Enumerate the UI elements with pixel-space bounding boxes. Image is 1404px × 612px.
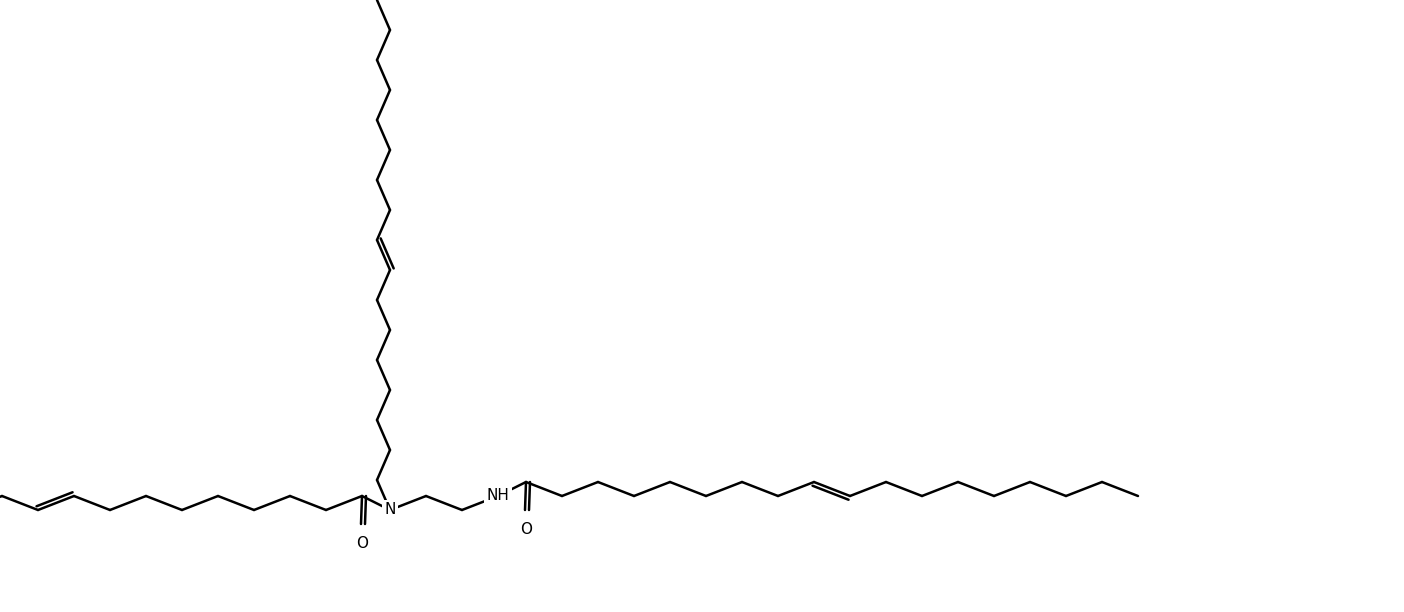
Text: NH: NH xyxy=(487,488,510,504)
Text: N: N xyxy=(385,502,396,518)
Text: O: O xyxy=(519,522,532,537)
Text: O: O xyxy=(357,536,368,551)
